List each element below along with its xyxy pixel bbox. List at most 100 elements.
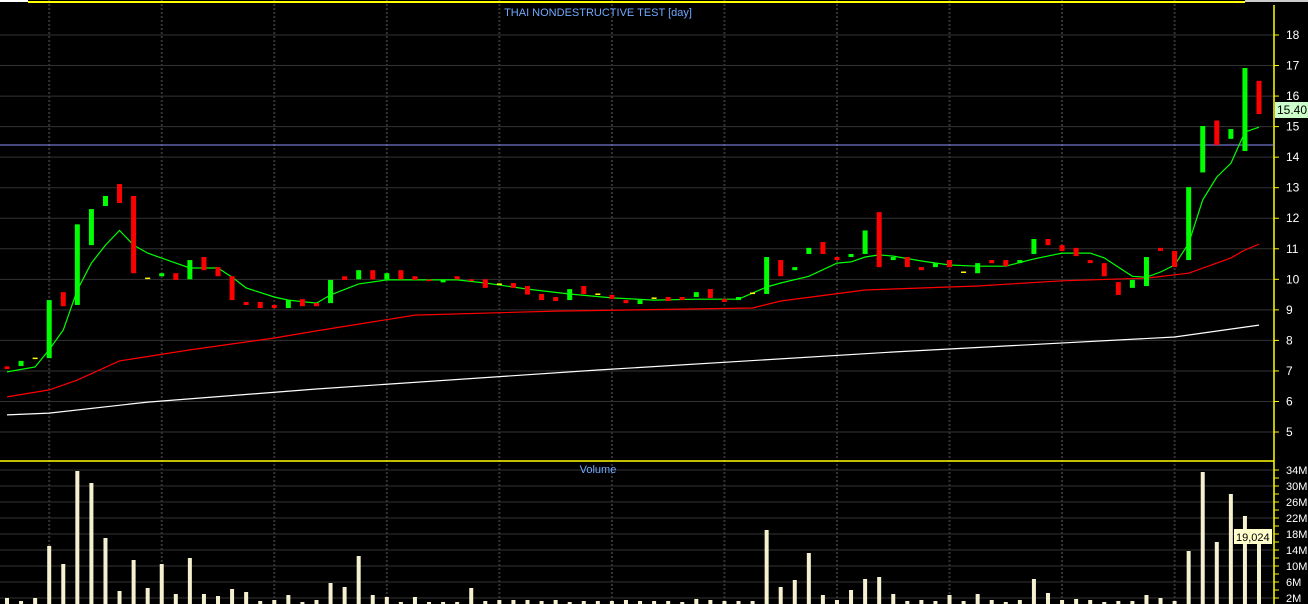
candle-down xyxy=(426,279,432,282)
candle-down xyxy=(398,270,404,280)
candle-down xyxy=(1073,247,1079,257)
volume-bar xyxy=(820,595,825,604)
volume-bar xyxy=(258,601,263,604)
price-tick-label: 12 xyxy=(1286,211,1300,225)
candle-up xyxy=(384,273,390,280)
candle-down xyxy=(482,279,488,288)
volume-bar xyxy=(834,600,839,604)
volume-bar xyxy=(652,601,657,604)
volume-bar xyxy=(5,598,9,604)
candle-up xyxy=(637,300,643,305)
volume-bar xyxy=(1116,601,1121,604)
volume-tick-label: 10M xyxy=(1286,561,1307,573)
price-tick-label: 6 xyxy=(1286,394,1293,408)
candle-down xyxy=(665,297,671,302)
volume-bar xyxy=(1074,599,1079,604)
candle-down xyxy=(215,267,221,277)
candle-down xyxy=(173,273,179,280)
volume-bar xyxy=(778,587,783,604)
price-tick-label: 16 xyxy=(1286,89,1300,103)
volume-bar xyxy=(342,587,347,604)
candle-up xyxy=(848,253,854,258)
price-tick-label: 5 xyxy=(1286,425,1293,439)
volume-bar xyxy=(398,602,403,604)
volume-bar xyxy=(216,596,221,604)
volume-bar xyxy=(525,600,530,604)
volume-bar xyxy=(1242,516,1247,604)
volume-bar xyxy=(694,599,699,604)
volume-tick-label: 14M xyxy=(1286,545,1307,557)
candle-down xyxy=(1003,260,1009,267)
candle-up xyxy=(102,195,108,207)
candle-doji xyxy=(32,357,38,360)
volume-bar xyxy=(412,597,417,604)
volume-tick-label: 2M xyxy=(1286,593,1301,604)
candle-down xyxy=(553,297,559,302)
volume-bar xyxy=(455,602,460,604)
volume-bar xyxy=(539,601,544,604)
candle-down xyxy=(1115,282,1121,295)
candle-down xyxy=(834,257,840,261)
candle-up xyxy=(693,292,699,298)
price-tick-label: 11 xyxy=(1286,242,1299,256)
candle-doji xyxy=(496,283,502,285)
candle-down xyxy=(609,294,615,299)
last-volume-label: 19,024 xyxy=(1234,529,1272,544)
candle-down xyxy=(679,297,685,301)
candle-down xyxy=(904,257,910,268)
price-tick-label: 9 xyxy=(1286,303,1293,317)
volume-bar xyxy=(370,595,375,604)
candle-down xyxy=(60,292,66,307)
candle-up xyxy=(18,360,24,367)
candle-up xyxy=(736,297,742,301)
candle-down xyxy=(820,242,826,254)
candle-up xyxy=(1200,126,1206,173)
candle-down xyxy=(370,270,376,280)
volume-bar xyxy=(595,601,600,604)
candle-up xyxy=(764,257,770,294)
volume-bar xyxy=(1228,494,1233,604)
volume-bar xyxy=(1017,600,1022,604)
volume-bar xyxy=(33,598,38,604)
volume-bar xyxy=(553,600,558,604)
volume-bar xyxy=(849,590,854,604)
candle-down xyxy=(1214,120,1220,145)
volume-bar xyxy=(1172,601,1177,604)
volume-bar xyxy=(1130,601,1135,604)
candle-down xyxy=(1158,247,1164,251)
volume-bar xyxy=(75,471,80,604)
volume-bar xyxy=(384,597,389,604)
candle-down xyxy=(876,212,882,268)
candle-down xyxy=(243,301,249,305)
volume-bar xyxy=(989,600,994,604)
candle-doji xyxy=(145,277,151,280)
candle-down xyxy=(342,276,348,280)
volume-tick-label: 30M xyxy=(1286,481,1307,493)
volume-bar xyxy=(201,594,206,604)
volume-bar xyxy=(272,600,277,604)
volume-bar xyxy=(173,594,178,604)
volume-bar xyxy=(792,580,797,604)
candle-up xyxy=(356,270,362,280)
volume-bar xyxy=(1144,595,1149,604)
candle-up xyxy=(1031,239,1037,254)
volume-bar xyxy=(1257,529,1261,604)
moving-average-line-2 xyxy=(6,243,1260,398)
volume-bar xyxy=(145,588,150,604)
volume-bar xyxy=(1214,542,1219,604)
candle-doji xyxy=(595,293,601,295)
candle-up xyxy=(46,300,52,359)
candle-up xyxy=(975,263,981,274)
volume-tick-label: 34M xyxy=(1286,465,1307,477)
volume-title: Volume xyxy=(580,464,617,476)
candle-down xyxy=(299,299,305,307)
candle-down xyxy=(454,276,460,280)
candle-down xyxy=(1045,239,1051,246)
volume-bar xyxy=(1060,600,1065,604)
volume-bar xyxy=(750,601,755,604)
candle-down xyxy=(1101,263,1107,277)
candle-down xyxy=(989,260,995,264)
volume-bar xyxy=(961,601,966,604)
candle-up xyxy=(1242,67,1248,152)
